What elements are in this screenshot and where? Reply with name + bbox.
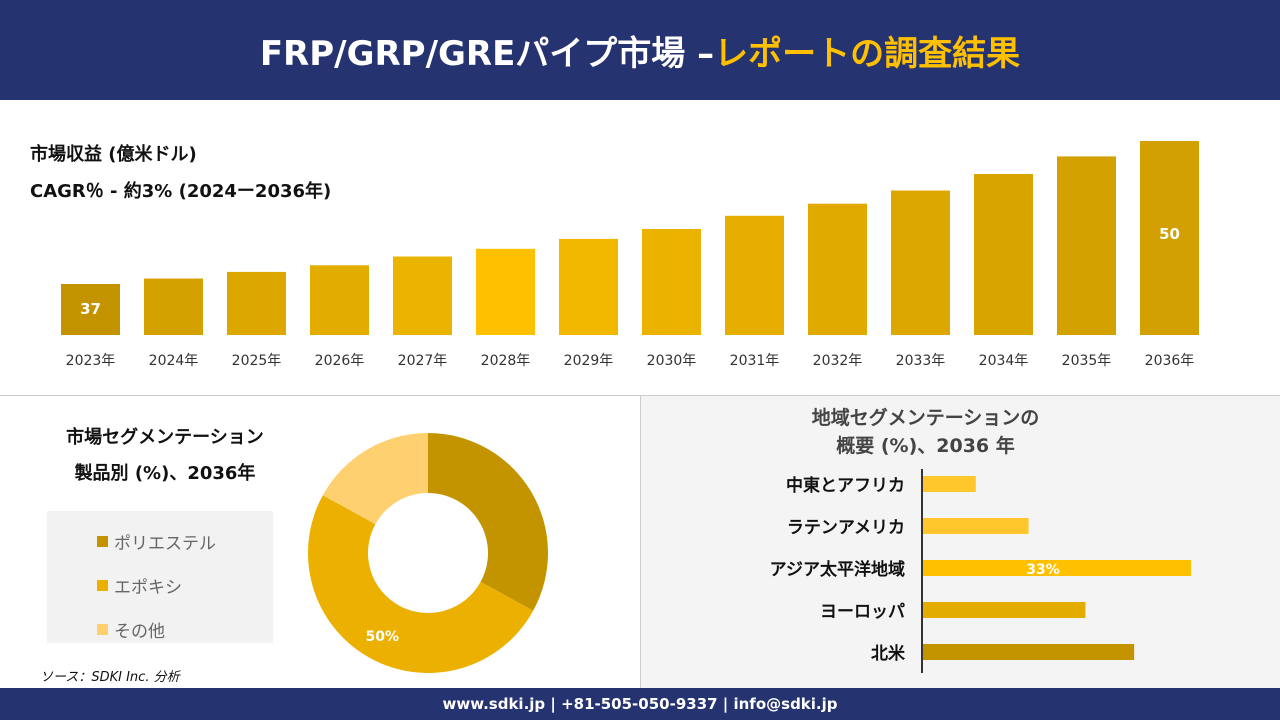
region-data-label: 33% [1026, 562, 1060, 578]
legend-swatch [97, 535, 108, 547]
donut-slice [308, 495, 534, 673]
header-title-accent: レポートの調査結果 [714, 33, 1021, 74]
donut-slice [428, 433, 548, 611]
region-label: ラテンアメリカ [787, 518, 905, 538]
year-tick-label: 2026年 [315, 353, 365, 369]
segment-title: 市場セグメンテーション 製品別 (%)、2036年 [30, 420, 300, 492]
region-label: 中東とアフリカ [786, 475, 905, 496]
year-tick-label: 2036年 [1145, 353, 1195, 369]
region-label: アジア太平洋地域 [770, 559, 905, 580]
year-tick-label: 2025年 [232, 353, 282, 369]
year-tick-label: 2030年 [647, 353, 697, 369]
divider [0, 395, 1280, 396]
revenue-data-label: 50 [1159, 225, 1180, 243]
revenue-title: 市場収益 (億米ドル) [30, 144, 197, 165]
year-tick-label: 2027年 [398, 353, 448, 369]
source-note: ソース：SDKI Inc. 分析 [40, 670, 180, 685]
region-bar [923, 476, 976, 492]
revenue-bar [891, 190, 950, 335]
year-tick-label: 2024年 [149, 353, 199, 369]
donut-slice [322, 433, 428, 525]
revenue-bar [393, 256, 452, 335]
year-tick-label: 2032年 [813, 353, 863, 369]
year-tick-label: 2028年 [481, 353, 531, 369]
revenue-bar [144, 278, 203, 335]
header-banner: FRP/GRP/GREパイプ市場 – レポートの調査結果 [0, 0, 1280, 100]
legend-label: エポキシ [114, 577, 182, 598]
donut-legend: ポリエステル エポキシその他 [47, 511, 273, 643]
year-tick-label: 2031年 [730, 353, 780, 369]
footer-contact: www.sdki.jp | +81-505-050-9337 | info@sd… [0, 688, 1280, 720]
revenue-chart: 2023年 37 2024年 2025年 2026年 2027年 2028年 2029年 203… [61, 141, 1199, 369]
legend-item: その他 [97, 607, 273, 651]
revenue-bar [559, 238, 618, 335]
legend-swatch [97, 579, 108, 591]
segment-title-line1: 市場セグメンテーション [66, 427, 264, 448]
region-bar [923, 602, 1086, 618]
revenue-bar [725, 215, 784, 335]
region-title-line1: 地域セグメンテーションの [811, 407, 1040, 429]
year-tick-label: 2029年 [564, 353, 614, 369]
donut-data-label: 50% [365, 629, 399, 645]
region-label: 北米 [871, 643, 906, 664]
revenue-cagr: CAGR％ - 約3% (2024ー2036年) [30, 181, 332, 202]
region-bar [923, 518, 1029, 534]
year-tick-label: 2023年 [66, 353, 116, 369]
legend-label: ポリエステル [114, 533, 216, 554]
revenue-bar [1057, 156, 1116, 335]
segment-title-line2: 製品別 (%)、2036年 [74, 463, 256, 484]
region-title-line2: 概要 (%)、2036 年 [836, 435, 1015, 457]
legend-label: その他 [114, 621, 165, 642]
legend-swatch [97, 623, 108, 635]
revenue-bar [61, 284, 120, 335]
region-label: ヨーロッパ [820, 602, 905, 622]
legend-item: ポリエステル [97, 519, 273, 563]
revenue-bar [642, 229, 701, 335]
product-donut-chart: 50% [308, 433, 548, 673]
region-panel: 地域セグメンテーションの 概要 (%)、2036 年 中東とアフリカ ラテンアメリ… [640, 396, 1280, 688]
year-tick-label: 2033年 [896, 353, 946, 369]
year-tick-label: 2035年 [1062, 353, 1112, 369]
legend-item: エポキシ [97, 563, 273, 607]
revenue-bar [310, 265, 369, 335]
region-bar [923, 560, 1191, 576]
region-bar [923, 644, 1135, 660]
revenue-bar [227, 271, 286, 335]
revenue-bar [974, 174, 1033, 335]
revenue-bar [1140, 141, 1199, 335]
header-title: FRP/GRP/GREパイプ市場 – [259, 33, 715, 74]
revenue-data-label: 37 [80, 300, 101, 318]
revenue-bar [476, 248, 535, 335]
region-title: 地域セグメンテーションの 概要 (%)、2036 年 [641, 404, 1280, 460]
year-tick-label: 2034年 [979, 353, 1029, 369]
revenue-bar [808, 203, 867, 335]
